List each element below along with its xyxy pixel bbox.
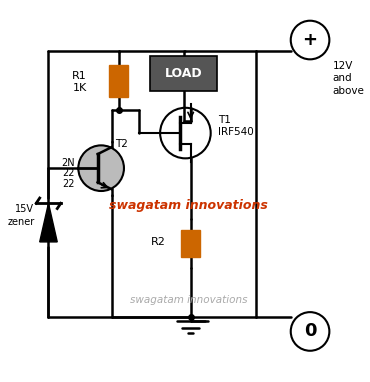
Text: swagatam innovations: swagatam innovations	[110, 199, 268, 212]
Text: 15V
zener: 15V zener	[7, 204, 34, 227]
Text: LOAD: LOAD	[165, 67, 202, 80]
Bar	[181, 230, 200, 257]
Text: 12V
and
above: 12V and above	[333, 61, 365, 96]
Text: R1
1K: R1 1K	[73, 71, 87, 93]
Bar	[109, 65, 128, 97]
Text: +: +	[303, 31, 317, 49]
Text: 0: 0	[304, 322, 316, 340]
Text: swagatam innovations: swagatam innovations	[130, 295, 248, 305]
Text: R2: R2	[151, 237, 166, 247]
Polygon shape	[40, 203, 57, 242]
Bar	[150, 56, 217, 91]
Text: T2: T2	[115, 139, 128, 149]
Circle shape	[78, 146, 124, 191]
Text: T1
IRF540: T1 IRF540	[218, 115, 253, 137]
Text: 2N
22
22: 2N 22 22	[61, 158, 75, 189]
